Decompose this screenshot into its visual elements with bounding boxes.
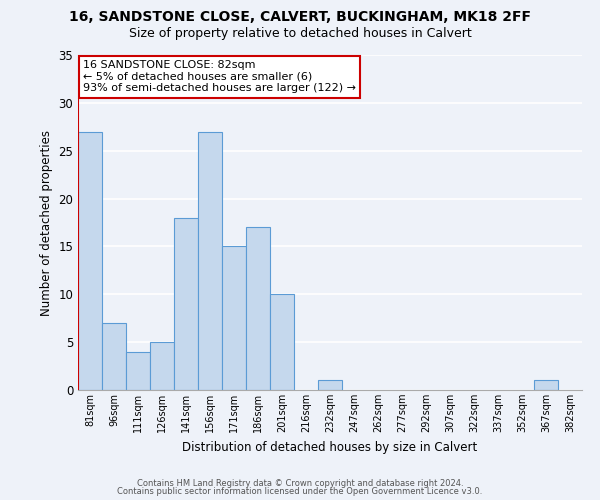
Bar: [246, 228, 270, 390]
Bar: [78, 132, 102, 390]
Text: Contains public sector information licensed under the Open Government Licence v3: Contains public sector information licen…: [118, 487, 482, 496]
Text: 16, SANDSTONE CLOSE, CALVERT, BUCKINGHAM, MK18 2FF: 16, SANDSTONE CLOSE, CALVERT, BUCKINGHAM…: [69, 10, 531, 24]
Bar: [126, 352, 150, 390]
Text: 16 SANDSTONE CLOSE: 82sqm
← 5% of detached houses are smaller (6)
93% of semi-de: 16 SANDSTONE CLOSE: 82sqm ← 5% of detach…: [83, 60, 356, 93]
Text: Contains HM Land Registry data © Crown copyright and database right 2024.: Contains HM Land Registry data © Crown c…: [137, 478, 463, 488]
Bar: [222, 246, 246, 390]
Bar: [534, 380, 558, 390]
Bar: [270, 294, 294, 390]
Bar: [150, 342, 174, 390]
Bar: [198, 132, 222, 390]
Y-axis label: Number of detached properties: Number of detached properties: [40, 130, 53, 316]
Bar: [102, 323, 126, 390]
X-axis label: Distribution of detached houses by size in Calvert: Distribution of detached houses by size …: [182, 440, 478, 454]
Text: Size of property relative to detached houses in Calvert: Size of property relative to detached ho…: [128, 28, 472, 40]
Bar: [174, 218, 198, 390]
Bar: [318, 380, 342, 390]
